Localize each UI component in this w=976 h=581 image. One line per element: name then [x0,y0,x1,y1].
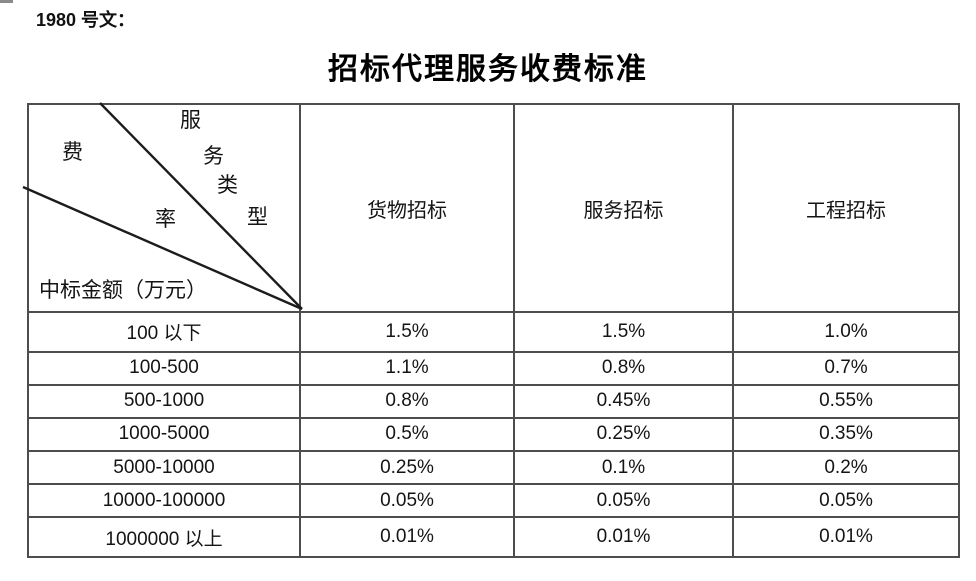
corner-label-service-char: 服 [180,108,201,132]
amount-range-cell: 1000000 以上 [27,516,301,558]
table-row: 5000-10000 0.25% 0.1% 0.2% [27,449,960,486]
column-header-service-bidding: 服务招标 [513,103,734,313]
amount-range-cell: 5000-10000 [27,449,301,486]
corner-label-fee-char: 费 [62,140,83,164]
amount-range-cell: 100 以下 [27,311,301,353]
amount-range-cell: 10000-100000 [27,483,301,519]
amount-range-cell: 1000-5000 [27,416,301,453]
table-row: 1000000 以上 0.01% 0.01% 0.01% [27,516,960,558]
fee-standard-table: 费 服 务 类 率 型 中标金额（万元） 货物招标 服务招标 工程招标 100 … [22,102,960,558]
diagonal-divider-lines [22,102,303,311]
rate-cell: 0.5% [299,416,515,453]
rate-cell: 0.25% [513,416,734,453]
rate-cell: 0.05% [732,483,960,519]
rate-cell: 0.8% [299,383,515,419]
rate-cell: 0.7% [732,350,960,386]
rate-cell: 0.05% [513,483,734,519]
column-header-engineering-bidding: 工程招标 [732,103,960,313]
table-row: 500-1000 0.8% 0.45% 0.55% [27,383,960,419]
table-row: 10000-100000 0.05% 0.05% 0.05% [27,483,960,519]
rate-cell: 0.1% [513,449,734,486]
amount-range-cell: 100-500 [27,350,301,386]
rate-cell: 0.35% [732,416,960,453]
rate-cell: 1.0% [732,311,960,353]
rate-cell: 0.8% [513,350,734,386]
diagonal-corner-cell: 费 服 务 类 率 型 中标金额（万元） [22,102,303,313]
rate-cell: 0.05% [299,483,515,519]
amount-range-cell: 500-1000 [27,383,301,419]
corner-label-rate-char: 率 [155,207,176,231]
table-row: 100-500 1.1% 0.8% 0.7% [27,350,960,386]
corner-label-service-char: 型 [247,205,268,229]
column-header-goods-bidding: 货物招标 [299,103,515,313]
table-row: 1000-5000 0.5% 0.25% 0.35% [27,416,960,453]
rate-cell: 1.5% [513,311,734,353]
rate-cell: 0.01% [732,516,960,558]
corner-label-service-char: 务 [203,144,224,168]
table-header-row: 费 服 务 类 率 型 中标金额（万元） 货物招标 服务招标 工程招标 [22,102,960,313]
corner-label-bid-amount: 中标金额（万元） [39,278,207,302]
rate-cell: 0.55% [732,383,960,419]
rate-cell: 0.45% [513,383,734,419]
diagonal-corner-content: 费 服 务 类 率 型 中标金额（万元） [22,102,303,311]
rate-cell: 0.01% [299,516,515,558]
document-number-label: 1980 号文： [36,10,136,30]
scan-artifact-mark [0,0,13,3]
rate-cell: 0.2% [732,449,960,486]
page-title: 招标代理服务收费标准 [328,53,648,86]
rate-cell: 0.01% [513,516,734,558]
rate-cell: 0.25% [299,449,515,486]
table-row: 100 以下 1.5% 1.5% 1.0% [27,311,960,353]
rate-cell: 1.1% [299,350,515,386]
rate-cell: 1.5% [299,311,515,353]
corner-label-service-char: 类 [217,173,238,197]
